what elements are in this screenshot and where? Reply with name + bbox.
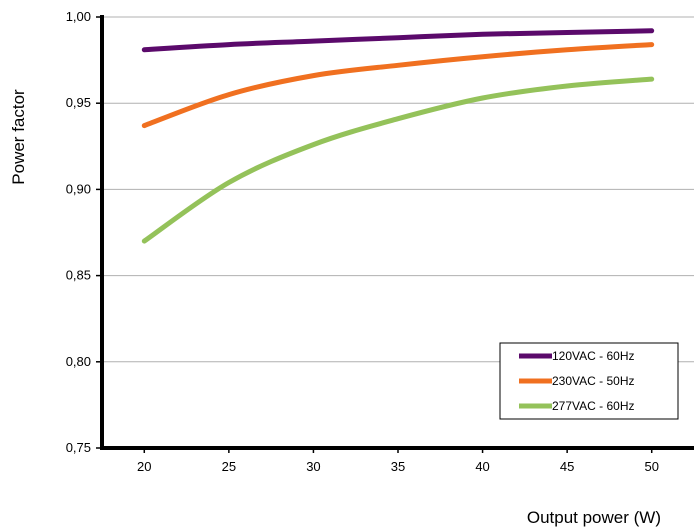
legend-entry: 277VAC - 60Hz (552, 399, 634, 413)
x-axis-title: Output power (W) (527, 508, 661, 527)
x-tick-label: 25 (222, 459, 236, 474)
x-tick-label: 20 (137, 459, 151, 474)
y-tick-label: 0,95 (66, 95, 91, 110)
x-tick-label: 50 (644, 459, 658, 474)
series-line-1 (141, 28, 655, 53)
series-lines (141, 28, 655, 244)
x-tick-label: 40 (475, 459, 489, 474)
series-line-3 (141, 76, 655, 244)
x-tick-label: 30 (306, 459, 320, 474)
y-tick-label: 0,85 (66, 268, 91, 283)
x-tick-label: 35 (391, 459, 405, 474)
legend: 120VAC - 60Hz 230VAC - 50Hz 277VAC - 60Hz (499, 342, 679, 420)
y-tick-label: 0,80 (66, 354, 91, 369)
legend-entry: 120VAC - 60Hz (552, 349, 634, 363)
y-axis-ticks: 0,75 0,80 0,85 0,90 0,95 1,00 (66, 9, 102, 455)
legend-entry: 230VAC - 50Hz (552, 374, 634, 388)
gridlines (102, 16, 694, 363)
y-tick-label: 0,75 (66, 440, 91, 455)
y-tick-label: 1,00 (66, 9, 91, 24)
series-line-2 (141, 42, 655, 129)
y-tick-label: 0,90 (66, 181, 91, 196)
x-tick-label: 45 (560, 459, 574, 474)
x-axis-ticks: 20 25 30 35 40 45 50 (137, 448, 659, 474)
y-axis-title: Power factor (9, 89, 28, 185)
